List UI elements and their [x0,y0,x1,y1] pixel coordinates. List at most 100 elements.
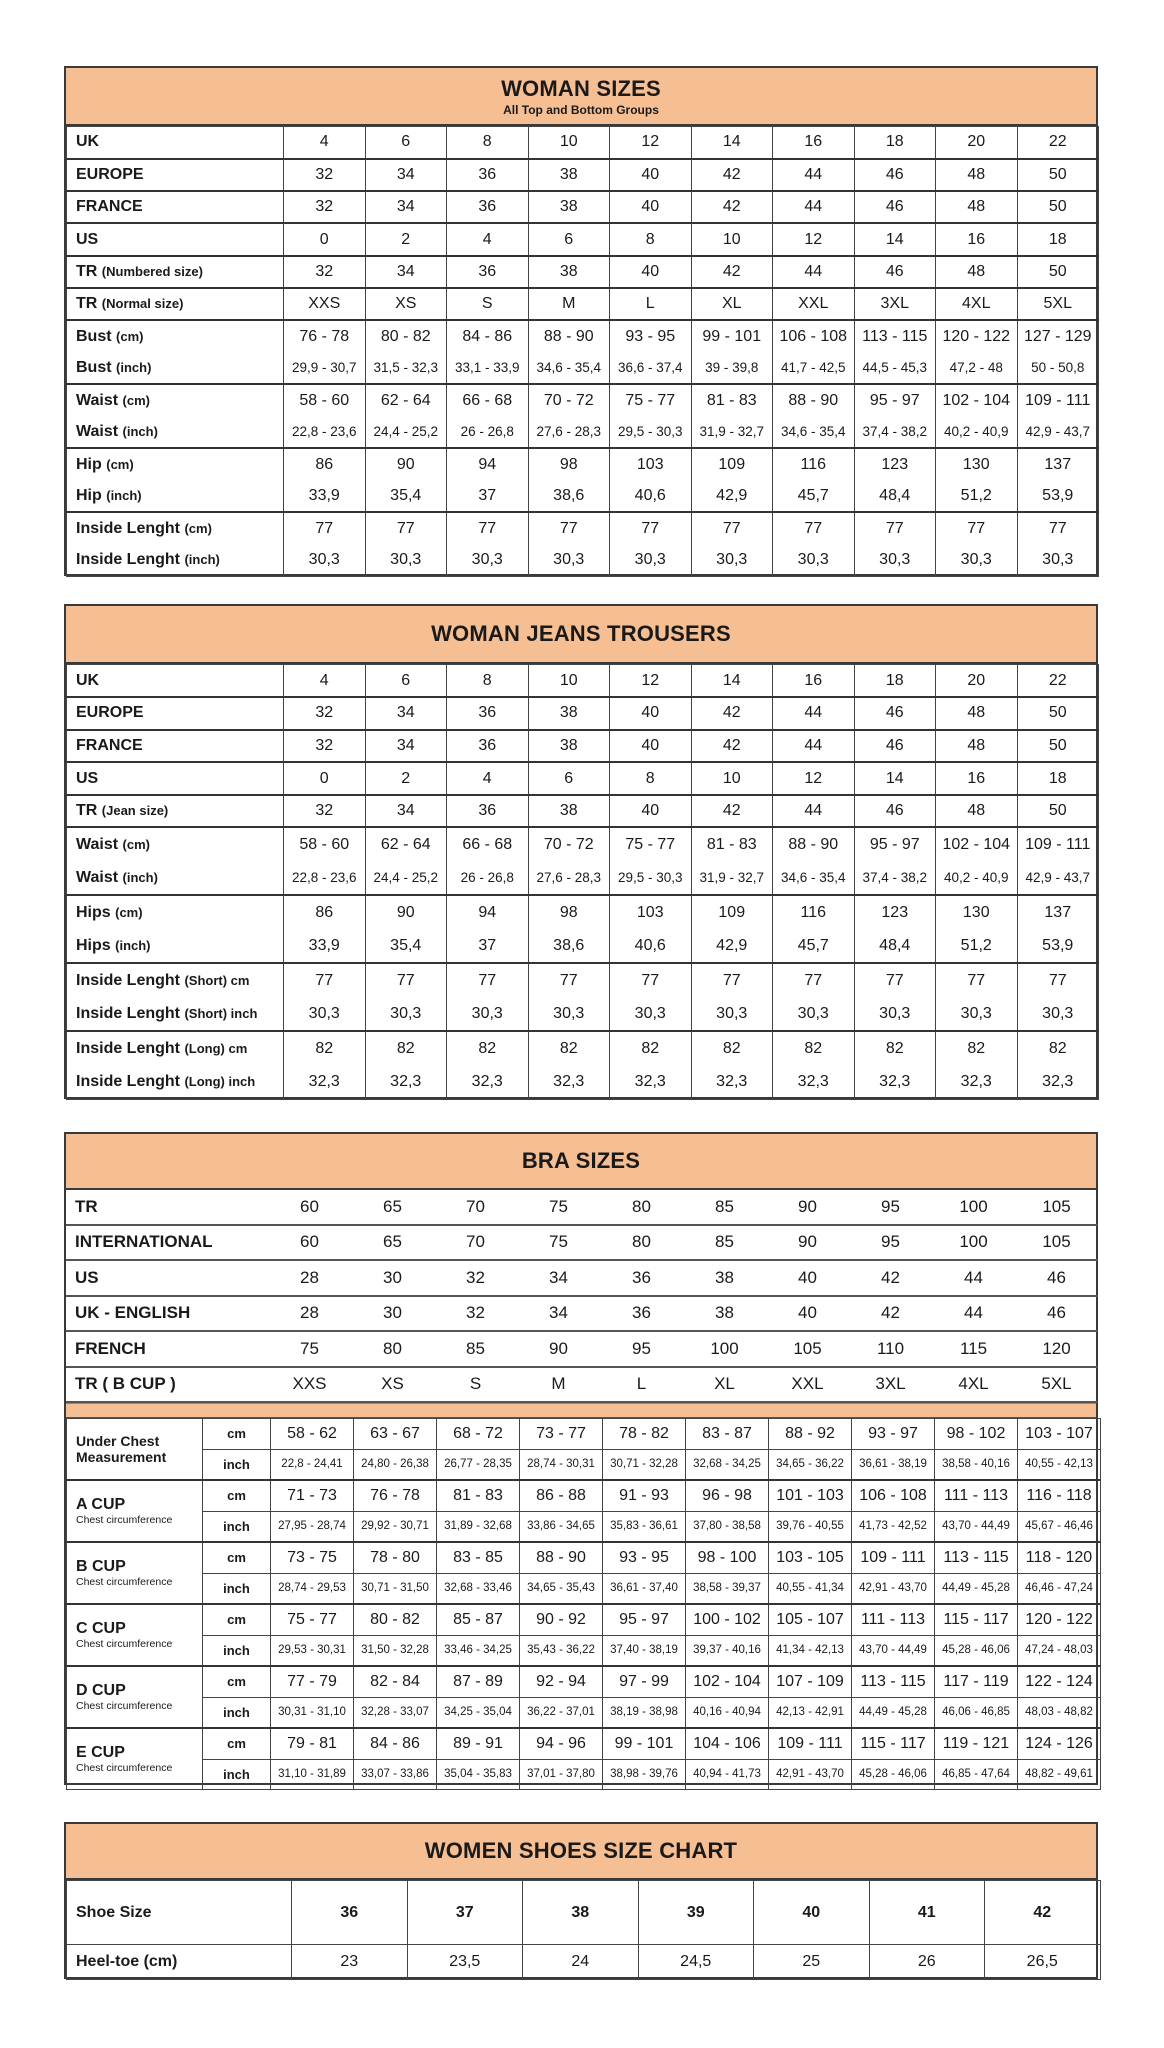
unit-label: cm [202,1603,271,1636]
cell: 77 [853,962,936,998]
table-row: EUROPE 32 34 36 38 40 42 44 46 48 50 [66,157,1099,192]
cell: 39,76 - 40,55 [768,1510,852,1543]
cell: 76 - 78 [283,319,366,353]
cup-label: C CUP Chest circumference [66,1603,203,1667]
cell: 37,4 - 38,2 [853,861,936,896]
table-row: Hip (inch) 33,9 35,4 37 38,6 40,6 42,9 45,7 48,4… [66,480,1099,513]
cell: 34,6 - 35,4 [527,352,610,385]
bra-size-grid: TR 60 65 70 75 80 85 90 95 100 105 INTERNATIONAL 60 6… [66,1190,1098,1403]
cell: 46,46 - 47,24 [1017,1572,1101,1605]
bra-size-row: UK - ENGLISH 28 30 32 34 36 38 40 42 44 46 [66,1295,1098,1332]
unit-label: cm [202,1418,271,1450]
cell: 113 - 115 [853,319,936,353]
bra-cup-row: D CUP Chest circumference cm 77 - 79 82 - 84… [66,1665,1101,1729]
cell: 40,94 - 41,73 [685,1758,769,1790]
bra-size-row: FRENCH 75 80 85 90 95 100 105 110 115 120 [66,1331,1098,1368]
row-label: Inside Lenght (Long) cm [66,1030,284,1066]
cell: 10 [527,125,610,160]
cell: 42,91 - 43,70 [851,1572,935,1605]
cell: 137 [1016,894,1099,930]
cell: 36 [291,1880,408,1945]
cell: 42,9 - 43,7 [1016,416,1099,449]
cell: 77 [609,511,692,545]
cell: 58 - 60 [283,826,366,862]
cell: 30,3 [364,997,447,1032]
cell: 4XL [935,286,1018,321]
cell: 123 [853,447,936,481]
cell: 38,98 - 39,76 [602,1758,686,1790]
cell: 80 - 82 [353,1603,437,1636]
cell: 99 - 101 [690,319,773,353]
cell: 34,25 - 35,04 [436,1696,520,1729]
cell: 82 [364,1030,447,1066]
cell: 30,31 - 31,10 [270,1696,354,1729]
cell: 36 [446,696,529,731]
cell: 42 [690,254,773,289]
cell: 101 - 103 [768,1479,852,1512]
cell: 115 - 117 [934,1603,1018,1636]
cell: 82 [853,1030,936,1066]
cell: 30,3 [853,997,936,1032]
cell: 33,9 [283,929,366,964]
cell: 130 [935,894,1018,930]
row-label-main: Hips [76,903,111,921]
cell: 35,4 [364,480,447,513]
cell: XS [364,286,447,321]
cell: 22,8 - 23,6 [283,416,366,449]
cell: 6 [527,761,610,796]
bra-cup-row: Under Chest Measurement cm 58 - 62 63 - 67 6… [66,1418,1101,1481]
cell: 58 - 60 [283,383,366,417]
cell: 36,61 - 38,19 [851,1448,935,1481]
cell: 90 [364,447,447,481]
cell: 82 [935,1030,1018,1066]
cell: 85 [683,1224,766,1261]
cell: 4 [446,761,529,796]
table-row: Hip (cm) 86 90 94 98 103 109 116 123 130 137 [66,447,1099,481]
table-row: Inside Lenght (Long) inch 32,3 32,3 32,3 32,… [66,1065,1099,1100]
table-row: Hips (cm) 86 90 94 98 103 109 116 123 130 137 [66,894,1099,930]
cell: 29,5 - 30,3 [609,861,692,896]
cell: 43,70 - 44,49 [851,1634,935,1667]
cell: 31,50 - 32,28 [353,1634,437,1667]
row-label-main: Bust [76,327,112,345]
cell: 36,22 - 37,01 [519,1696,603,1729]
cell: 37,01 - 37,80 [519,1758,603,1790]
cell: 82 [283,1030,366,1066]
cell: 90 - 92 [519,1603,603,1636]
cell: 4 [446,222,529,257]
cell: 32,3 [690,1065,773,1100]
cell: 50 [1016,190,1099,224]
cell: 31,10 - 31,89 [270,1758,354,1790]
table-row: Hips (inch) 33,9 35,4 37 38,6 40,6 42,9 45,7 48,… [66,929,1099,964]
cell: 75 - 77 [609,383,692,417]
cell: 0 [283,222,366,257]
cell: 32,3 [527,1065,610,1100]
row-label-main: FRANCE [76,736,143,754]
row-label-main: EUROPE [76,704,144,722]
cell: 50 [1016,728,1099,763]
cell: 77 [1016,962,1099,998]
row-label: Hips (cm) [66,894,284,930]
row-label-unit: (Long) inch [184,1074,256,1090]
cell: 62 - 64 [364,383,447,417]
cell: 93 - 95 [602,1541,686,1574]
cell: 42,9 [690,480,773,513]
bra-cup-row: inch 30,31 - 31,10 32,28 - 33,07 34,25 - 35… [67,1696,1101,1729]
cell: 90 [766,1224,849,1261]
cell: 6 [364,125,447,160]
row-label-unit: (inch) [116,359,152,375]
cell: 77 - 79 [270,1665,354,1698]
cell: 40 [609,793,692,828]
shoe-row: Heel-toe (cm) 23 23,5 24 24,5 25 26 26,5 [66,1944,1101,1980]
cell: 14 [690,664,773,698]
cell: 85 [683,1190,766,1226]
cell: 95 - 97 [853,826,936,862]
cell: 20 [935,125,1018,160]
cell: 44 [932,1260,1015,1297]
cell: 4 [283,664,366,698]
cell: 34 [517,1260,600,1297]
cell: 6 [527,222,610,257]
cell: 96 - 98 [685,1479,769,1512]
bra-cup-grid: Under Chest Measurement cm 58 - 62 63 - 67 6… [66,1418,1101,1790]
cell: 82 - 84 [353,1665,437,1698]
